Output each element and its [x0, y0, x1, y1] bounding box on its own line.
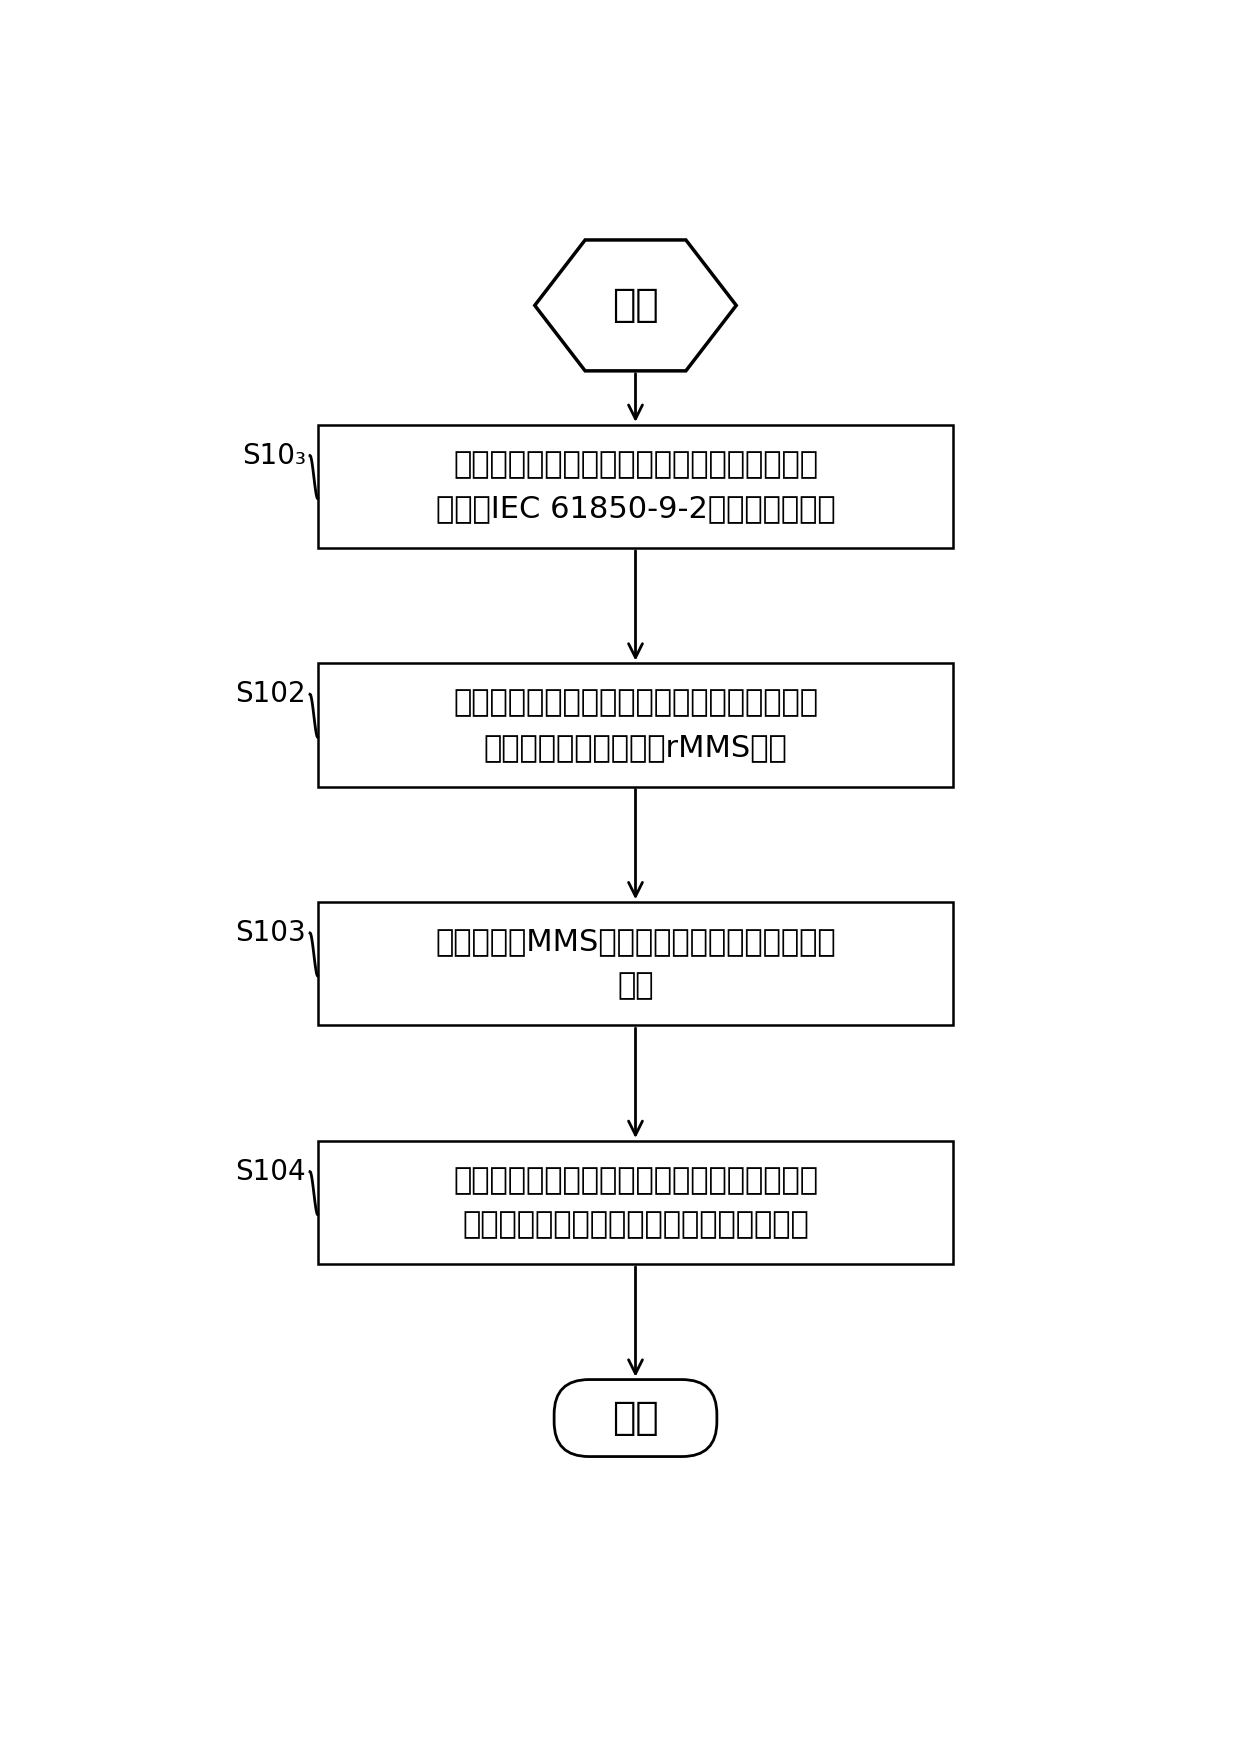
Bar [317, 1142, 954, 1264]
Text: S10₃: S10₃ [242, 441, 306, 469]
Bar [317, 664, 954, 786]
Text: 数字式电能质量监测终端的短时闪变测量値: 数字式电能质量监测终端的短时闪变测量値 [463, 1210, 808, 1239]
Text: S104: S104 [236, 1157, 306, 1185]
Text: S102: S102 [236, 680, 306, 708]
Text: 根据所述的MMS报文确定短时闪变指标的分钟: 根据所述的MMS报文确定短时闪变指标的分钟 [435, 927, 836, 957]
Bar [317, 903, 954, 1025]
Text: 数据: 数据 [618, 971, 653, 1000]
Text: 根据所述的短时闪变指标的分钟数据确定所述: 根据所述的短时闪变指标的分钟数据确定所述 [453, 1166, 818, 1194]
Text: 开始: 开始 [613, 286, 658, 324]
Text: 委员会IEC 61850-9-2要求的标准信号: 委员会IEC 61850-9-2要求的标准信号 [435, 493, 836, 523]
Text: 所述的数字式电能质量监测终端对所述的标准: 所述的数字式电能质量监测终端对所述的标准 [453, 688, 818, 718]
Text: 结束: 结束 [613, 1400, 658, 1436]
Text: 向数字式电能质量监测终端发送符合国际电工: 向数字式电能质量监测终端发送符合国际电工 [453, 450, 818, 479]
Bar [317, 425, 954, 547]
Text: 信号进行采样，并输出rMMS报文: 信号进行采样，并输出rMMS报文 [484, 732, 787, 762]
Text: S103: S103 [236, 919, 306, 946]
